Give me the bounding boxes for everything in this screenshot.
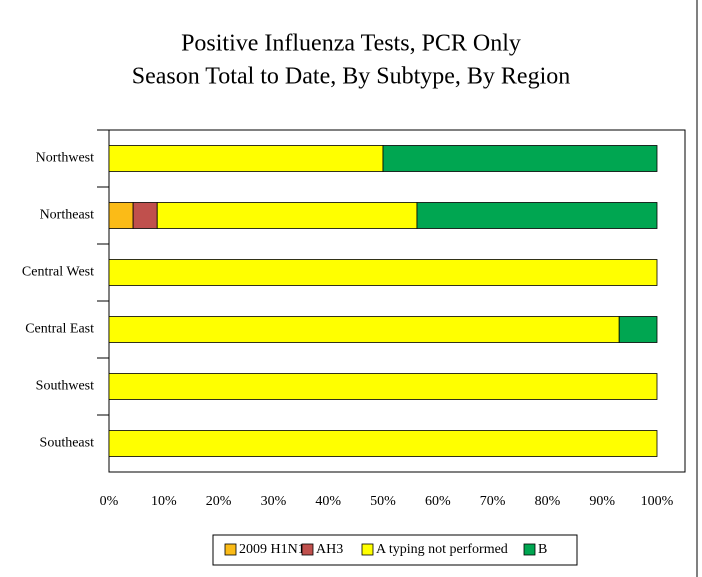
bar-segment [108,145,384,172]
y-tick-label: Southwest [36,379,94,394]
bar-segment [108,316,620,343]
bar-segment [108,430,658,457]
chart-subtitle: Season Total to Date, By Subtype, By Reg… [132,64,571,90]
bar-segment [108,202,134,229]
y-tick-label: Northwest [36,151,94,166]
x-tick-label: 20% [206,494,232,509]
bar-segment [416,202,658,229]
bar-segment [382,145,658,172]
legend-label: B [538,542,547,557]
bar-segment [108,259,658,286]
x-tick-label: 10% [151,494,177,509]
chart-title: Positive Influenza Tests, PCR Only [181,31,521,57]
y-tick-label: Northeast [40,208,95,223]
y-tick-label: Central West [22,265,94,280]
bar-segment [618,316,658,343]
bar-segment [108,373,658,400]
bar-segment [156,202,418,229]
x-tick-label: 0% [100,494,119,509]
legend-label: AH3 [316,542,343,557]
y-tick-label: Southeast [40,436,95,451]
x-tick-label: 70% [480,494,506,509]
x-tick-label: 90% [589,494,615,509]
x-tick-label: 100% [641,494,674,509]
bar-segment [132,202,158,229]
x-tick-label: 50% [370,494,396,509]
y-tick-label: Central East [25,322,94,337]
legend-label: A typing not performed [376,542,508,557]
x-tick-label: 60% [425,494,451,509]
legend-swatch [523,543,536,556]
legend-label: 2009 H1N1 [239,542,305,557]
plot-frame [108,129,686,473]
x-tick-label: 80% [535,494,561,509]
legend-frame [212,534,578,566]
x-tick-label: 30% [261,494,287,509]
x-tick-label: 40% [315,494,341,509]
legend-swatch [224,543,237,556]
legend-swatch [361,543,374,556]
legend-swatch [301,543,314,556]
